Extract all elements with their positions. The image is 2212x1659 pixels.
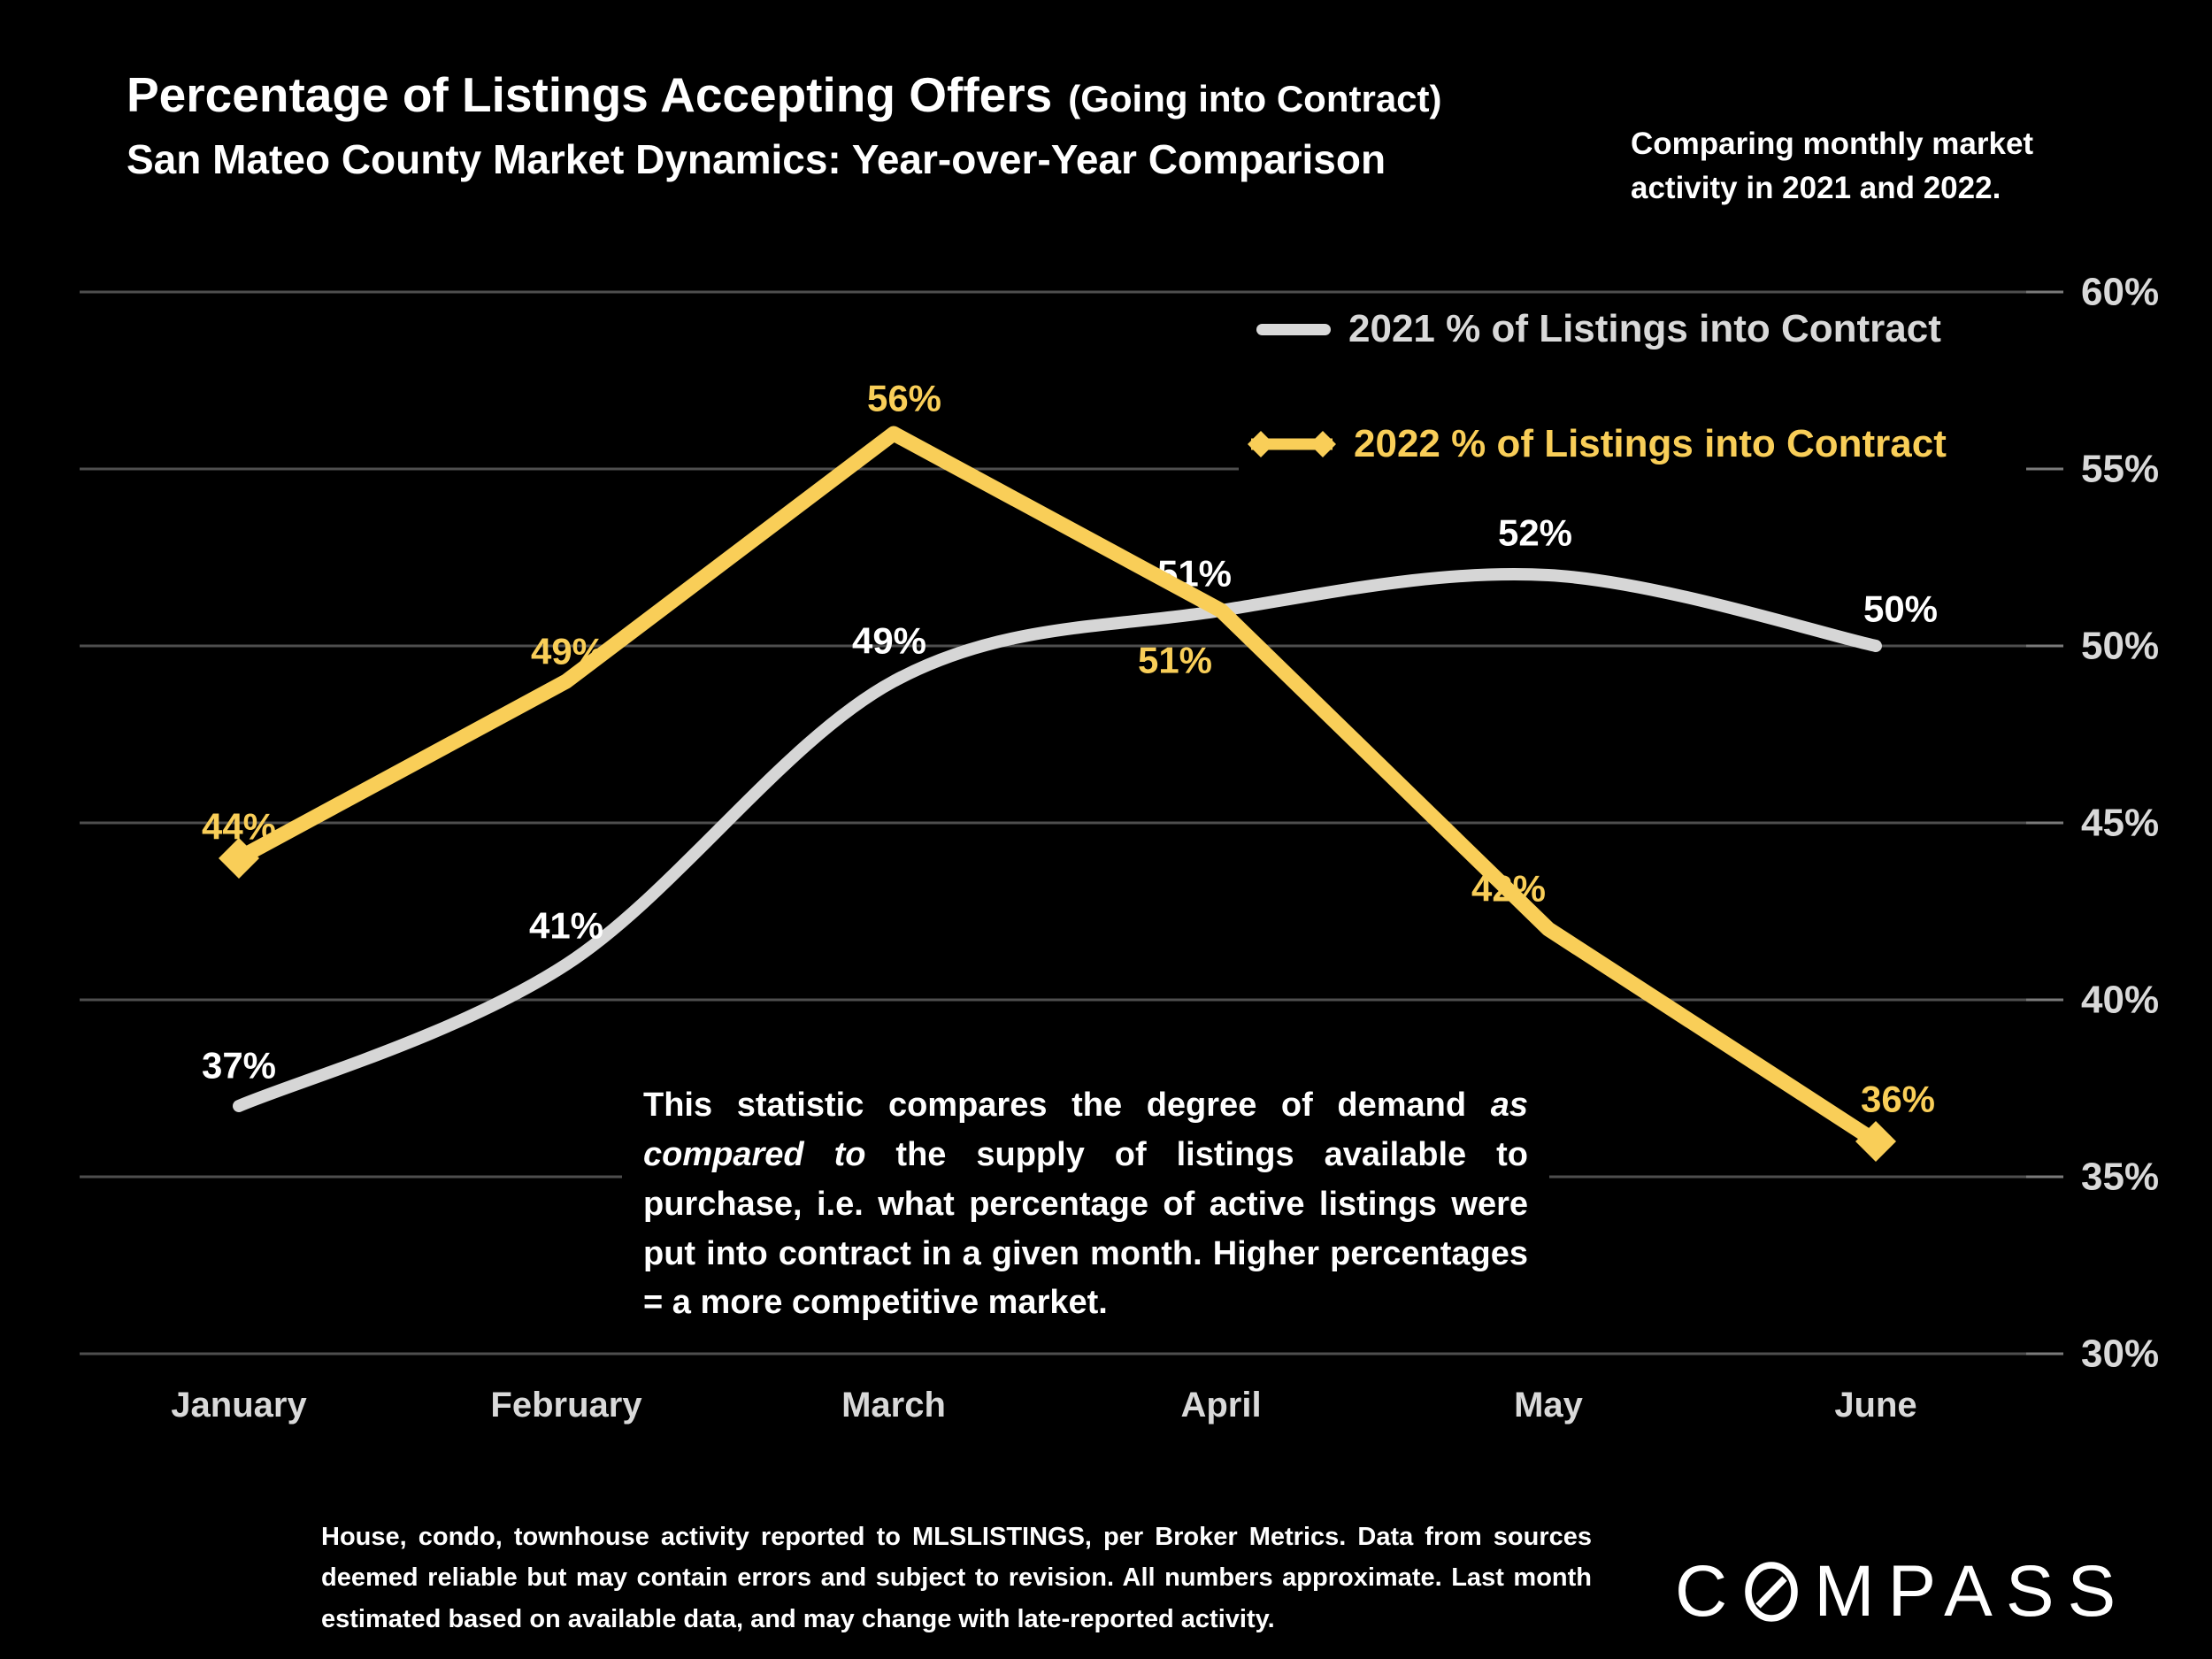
legend-item-2021: 2021 % of Listings into Contract — [1256, 304, 1941, 354]
x-axis-label: April — [1180, 1386, 1261, 1425]
y-axis-label: 50% — [2081, 625, 2159, 668]
description-post: the supply of listings available to purc… — [643, 1135, 1528, 1322]
legend-2021-line-marker — [1256, 323, 1331, 335]
footer-disclaimer: House, condo, townhouse activity reporte… — [321, 1523, 1592, 1633]
data-label: 52% — [1498, 512, 1572, 554]
data-label: 42% — [1471, 868, 1546, 910]
side-note-line1: Comparing monthly market — [1631, 127, 2034, 161]
description-pre: This statistic compares the degree of de… — [643, 1087, 1491, 1124]
y-axis-label: 35% — [2081, 1156, 2159, 1199]
y-axis-label: 40% — [2081, 979, 2159, 1022]
legend-2022-label: 2022 % of Listings into Contract — [1354, 422, 1947, 465]
series-line-2021 — [233, 567, 1882, 1112]
x-axis-label: May — [1514, 1386, 1584, 1425]
compass-o-icon — [1745, 1562, 1798, 1622]
series-endpoint-diamond — [219, 838, 259, 879]
data-label: 50% — [1863, 588, 1938, 630]
data-label: 49% — [531, 631, 605, 672]
series-line-2022 — [231, 426, 1884, 1149]
compass-logo: C MPASS — [1675, 1550, 2129, 1633]
page-subtitle: San Mateo County Market Dynamics: Year-o… — [127, 136, 1386, 182]
side-note-line2: activity in 2021 and 2022. — [1631, 170, 2001, 205]
data-label: 44% — [202, 806, 276, 848]
data-label: 41% — [529, 905, 603, 947]
description-text: This statistic compares the degree of de… — [643, 1081, 1528, 1328]
y-axis-label: 45% — [2081, 802, 2159, 845]
description-box: This statistic compares the degree of de… — [622, 1072, 1549, 1338]
description-italic: as compared to — [643, 1087, 1528, 1173]
compass-logo-letters: MPASS — [1814, 1551, 2130, 1632]
series-endpoint-diamond — [1855, 1121, 1896, 1162]
chart-legend: 2021 % of Listings into Contract 2022 % … — [1239, 304, 2026, 503]
y-axis-label: 30% — [2081, 1333, 2159, 1376]
side-note: Comparing monthly market activity in 202… — [1631, 122, 2108, 210]
data-label: 56% — [867, 378, 941, 419]
title-block: Percentage of Listings Accepting Offers … — [127, 66, 1442, 183]
x-axis-label: March — [841, 1386, 946, 1425]
compass-logo-letter: C — [1675, 1551, 1741, 1632]
page-title: Percentage of Listings Accepting Offers — [127, 67, 1053, 122]
data-label: 37% — [202, 1045, 276, 1087]
x-axis-label: June — [1834, 1386, 1916, 1425]
data-label: 49% — [852, 620, 926, 662]
legend-2021-label: 2021 % of Listings into Contract — [1348, 307, 1941, 350]
legend-2022-diamond-line-marker — [1248, 431, 1336, 457]
legend-item-2022: 2022 % of Listings into Contract — [1248, 419, 1947, 469]
y-axis-label: 60% — [2081, 271, 2159, 314]
y-axis-label: 55% — [2081, 448, 2159, 491]
data-label: 36% — [1861, 1079, 1935, 1120]
x-axis-label: February — [490, 1386, 642, 1425]
x-axis-label: January — [171, 1386, 307, 1425]
data-label: 51% — [1138, 640, 1212, 681]
page-title-paren: (Going into Contract) — [1068, 78, 1442, 119]
